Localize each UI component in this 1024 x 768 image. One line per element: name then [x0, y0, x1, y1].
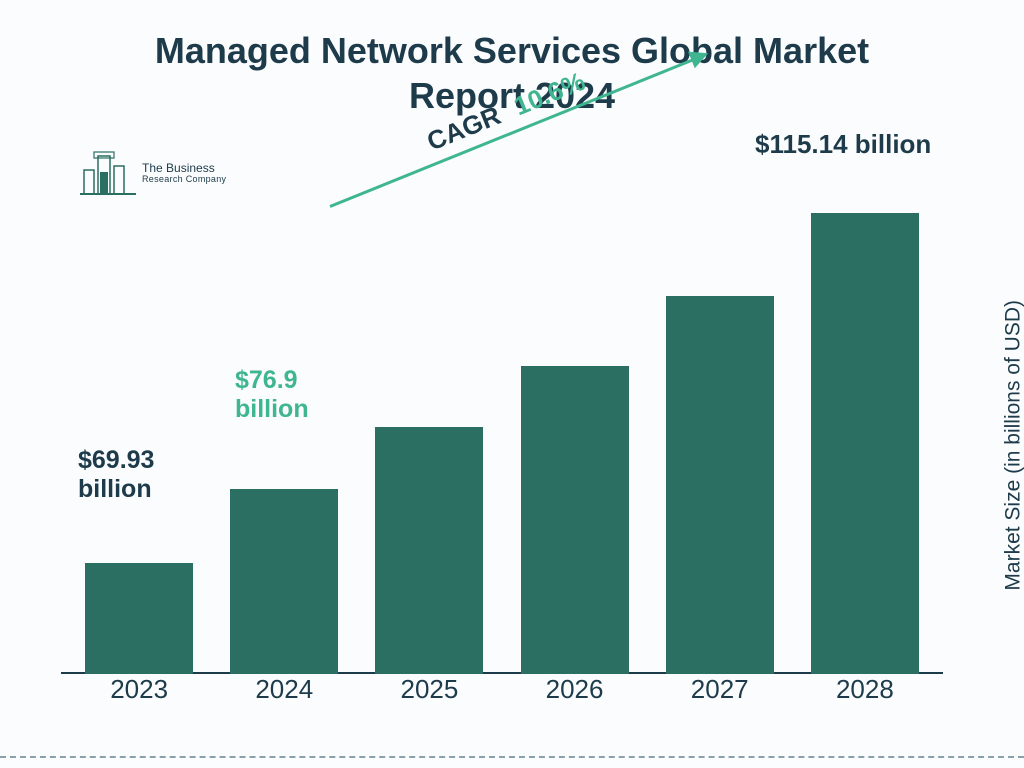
y-axis-label: Market Size (in billions of USD): [1002, 300, 1024, 591]
bar-2026: [521, 366, 629, 674]
value-label-2028: $115.14 billion: [755, 130, 931, 160]
bar-2024: [230, 489, 338, 674]
bar-chart: 2023 2024 2025 2026 2027 2028: [70, 160, 934, 718]
x-label-2028: 2028: [811, 668, 919, 718]
bar-2025: [375, 427, 483, 674]
chart-page: Managed Network Services Global Market R…: [0, 0, 1024, 768]
x-label-2025: 2025: [375, 668, 483, 718]
x-label-2023: 2023: [85, 668, 193, 718]
footer-divider: [0, 756, 1024, 758]
value-label-2023: $69.93 billion: [78, 446, 154, 504]
bar-2027: [666, 296, 774, 674]
x-label-2027: 2027: [666, 668, 774, 718]
x-label-2026: 2026: [521, 668, 629, 718]
value-label-2024: $76.9 billion: [235, 366, 309, 424]
bar-2028: [811, 213, 919, 674]
bar-2023: [85, 563, 193, 674]
plot-area: [70, 160, 934, 674]
x-label-2024: 2024: [230, 668, 338, 718]
